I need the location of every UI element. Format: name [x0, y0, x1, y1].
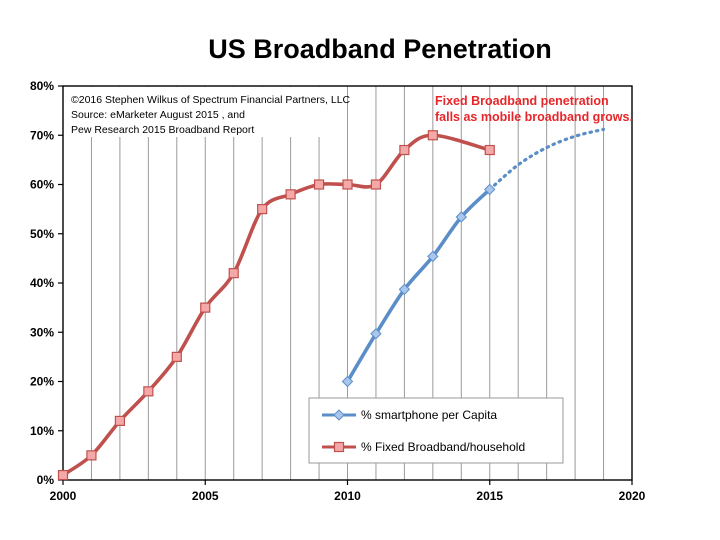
- legend-swatch-marker: [333, 409, 345, 421]
- data-point-fixed-broadband: [228, 268, 239, 279]
- y-tick-label: 10%: [30, 424, 54, 438]
- x-tick-label: 2005: [192, 489, 219, 503]
- data-point-fixed-broadband: [399, 144, 410, 156]
- y-tick-label: 0%: [37, 473, 55, 487]
- data-point-fixed-broadband: [313, 179, 325, 190]
- y-tick-label: 60%: [30, 178, 54, 192]
- y-tick-label: 20%: [30, 375, 54, 389]
- data-point-fixed-broadband: [484, 144, 495, 156]
- data-point-smartphone: [341, 375, 354, 388]
- credit-line: Source: eMarketer August 2015 , and: [71, 109, 245, 121]
- x-tick-label: 2015: [476, 489, 503, 503]
- data-point-fixed-broadband: [342, 179, 353, 190]
- axis-layer: 0% 10% 20% 30% 40% 50% 60% 70% 80% 2000 2005 2010 20…: [30, 79, 646, 503]
- y-tick-label: 80%: [30, 79, 54, 93]
- data-point-fixed-broadband: [114, 415, 126, 426]
- x-tick-label: 2020: [619, 489, 646, 503]
- series-layer: [57, 127, 606, 481]
- data-point-fixed-broadband: [200, 302, 211, 313]
- data-point-fixed-broadband: [257, 204, 268, 215]
- credit-line: Pew Research 2015 Broadband Report: [71, 124, 254, 136]
- credit-box: [64, 87, 346, 137]
- credit-line: ©2016 Stephen Wilkus of Spectrum Financi…: [71, 94, 351, 106]
- data-point-fixed-broadband: [285, 189, 296, 200]
- data-point-smartphone: [484, 183, 496, 196]
- data-point-fixed-broadband: [86, 450, 97, 461]
- y-tick-label: 50%: [30, 227, 54, 241]
- data-point-fixed-broadband: [57, 469, 69, 481]
- data-point-smartphone: [370, 328, 382, 340]
- text-layer: ©2016 Stephen Wilkus of Spectrum Financi…: [64, 87, 633, 464]
- annotation-line: falls as mobile broadband grows.: [435, 110, 633, 124]
- legend-swatch-marker: [333, 441, 345, 453]
- data-point-fixed-broadband: [370, 179, 382, 190]
- data-point-smartphone: [455, 211, 468, 223]
- data-point-fixed-broadband: [143, 386, 154, 397]
- chart-title: US Broadband Penetration: [208, 34, 552, 64]
- x-tick-label: 2010: [334, 489, 361, 503]
- legend-label: % smartphone per Capita: [361, 408, 497, 422]
- data-point-smartphone: [398, 283, 411, 296]
- y-tick-label: 70%: [30, 128, 54, 142]
- y-tick-label: 30%: [30, 325, 54, 339]
- projection-line: [488, 127, 606, 192]
- legend-box: [308, 397, 564, 464]
- data-point-smartphone: [427, 250, 439, 263]
- data-point-fixed-broadband: [171, 351, 182, 362]
- data-point-fixed-broadband: [427, 130, 438, 141]
- y-tick-label: 40%: [30, 276, 54, 290]
- x-tick-label: 2000: [50, 489, 77, 503]
- legend-label: % Fixed Broadband/household: [361, 440, 525, 454]
- legend: % smartphone per Capita % Fixed Broadband…: [308, 397, 564, 464]
- annotation-line: Fixed Broadband penetration: [435, 94, 609, 108]
